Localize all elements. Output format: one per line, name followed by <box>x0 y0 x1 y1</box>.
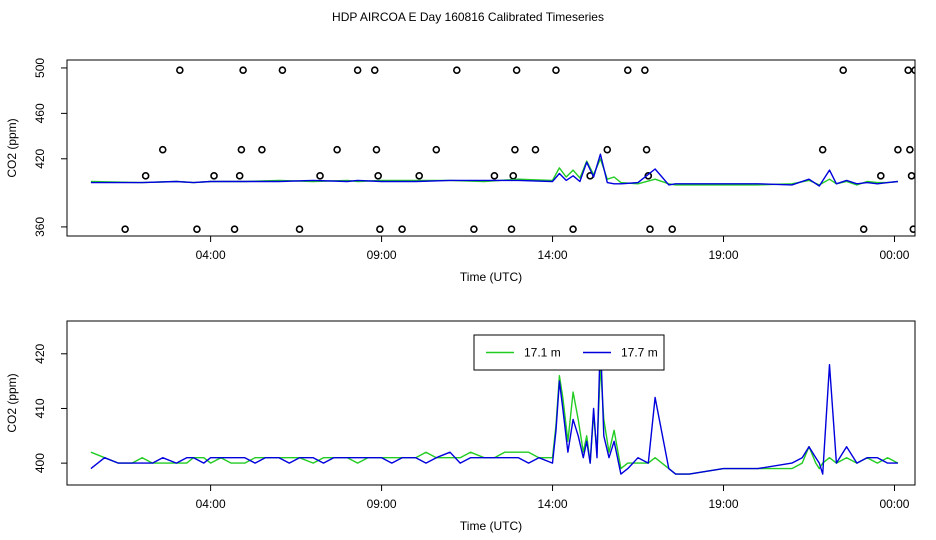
page-title: HDP AIRCOA E Day 160816 Calibrated Times… <box>332 10 604 24</box>
calibration-point <box>372 145 381 154</box>
y-tick-label: 400 <box>33 453 47 473</box>
y-tick-label: 420 <box>33 148 47 168</box>
calibration-point <box>623 66 632 75</box>
plot-frame <box>66 59 916 237</box>
x-tick-label: 00:00 <box>879 248 909 262</box>
calibration-point <box>239 66 247 75</box>
y-axis-label: CO2 (ppm) <box>5 118 19 177</box>
y-axis-label: CO2 (ppm) <box>5 373 19 432</box>
plot-area <box>90 336 899 475</box>
calibration-point <box>512 66 521 75</box>
x-tick-label: 09:00 <box>367 497 397 511</box>
calibration-point <box>295 225 304 233</box>
x-tick-label: 04:00 <box>196 497 226 511</box>
calibration-point <box>398 225 406 233</box>
y-tick-label: 500 <box>33 58 47 78</box>
calibration-point <box>839 66 847 75</box>
top-chart-panel: 04:00 09:00 14:00 19:00 00:00 360 420 460 500 Tim… <box>5 58 916 284</box>
calibration-point <box>121 225 129 233</box>
calibration-point <box>490 172 499 180</box>
calibration-point <box>569 225 577 233</box>
calibration-point <box>642 145 651 154</box>
calibration-point <box>904 66 912 75</box>
x-axis-label: Time (UTC) <box>460 270 522 284</box>
calibration-point <box>415 172 423 180</box>
calibration-point <box>230 225 239 233</box>
legend-label: 17.7 m <box>621 346 658 360</box>
calibration-point <box>859 225 868 233</box>
calibration-point <box>907 172 915 180</box>
x-tick-label: 14:00 <box>538 248 568 262</box>
plot-area <box>90 66 915 233</box>
calibration-point <box>333 145 341 154</box>
calibration-point <box>552 66 560 75</box>
calibration-point <box>432 145 441 154</box>
calibration-point <box>235 172 244 180</box>
y-tick-label: 420 <box>33 343 47 363</box>
calibration-point <box>237 145 246 154</box>
x-tick-label: 19:00 <box>709 497 739 511</box>
y-tick-label: 460 <box>33 103 47 123</box>
calibration-point <box>877 172 885 180</box>
bottom-chart-panel: 04:00 09:00 14:00 19:00 00:00 400 410 420 Time (… <box>5 320 916 533</box>
calibration-point <box>376 225 384 233</box>
x-tick-label: 00:00 <box>879 497 909 511</box>
series-line-blue <box>90 336 898 475</box>
x-tick-label: 09:00 <box>367 248 397 262</box>
calibration-point <box>909 225 915 233</box>
calibration-point <box>646 225 654 233</box>
calibration-point <box>210 172 218 180</box>
calibration-point <box>911 66 915 75</box>
calibration-point <box>141 172 150 180</box>
legend-label: 17.1 m <box>524 346 561 360</box>
calibration-point <box>316 172 324 180</box>
calibration-point <box>603 145 612 154</box>
calibration-point <box>258 145 266 154</box>
calibration-point <box>193 225 201 233</box>
plot-frame <box>66 320 916 486</box>
legend: 17.1 m 17.7 m <box>473 334 665 371</box>
calibration-point <box>668 225 677 233</box>
series-line-blue <box>90 153 898 187</box>
calibration-point <box>507 225 516 233</box>
x-tick-label: 14:00 <box>538 497 568 511</box>
calibration-point <box>470 225 478 233</box>
y-tick-label: 410 <box>33 398 47 418</box>
calibration-point <box>641 66 649 75</box>
calibration-point <box>906 145 914 154</box>
calibration-point <box>531 145 540 154</box>
calibration-point <box>894 145 902 154</box>
calibration-point <box>453 66 461 75</box>
calibration-point <box>818 145 827 154</box>
calibration-point <box>511 145 519 154</box>
x-axis-label: Time (UTC) <box>460 519 522 533</box>
calibration-point <box>158 145 167 154</box>
y-tick-label: 360 <box>33 217 47 237</box>
calibration-point <box>374 172 382 180</box>
calibration-point <box>278 66 287 75</box>
calibration-point <box>644 172 653 180</box>
x-tick-label: 04:00 <box>196 248 226 262</box>
calibration-point <box>509 172 518 180</box>
calibration-point <box>370 66 379 75</box>
calibration-point <box>353 66 362 75</box>
x-tick-label: 19:00 <box>709 248 739 262</box>
calibration-point <box>176 66 184 75</box>
